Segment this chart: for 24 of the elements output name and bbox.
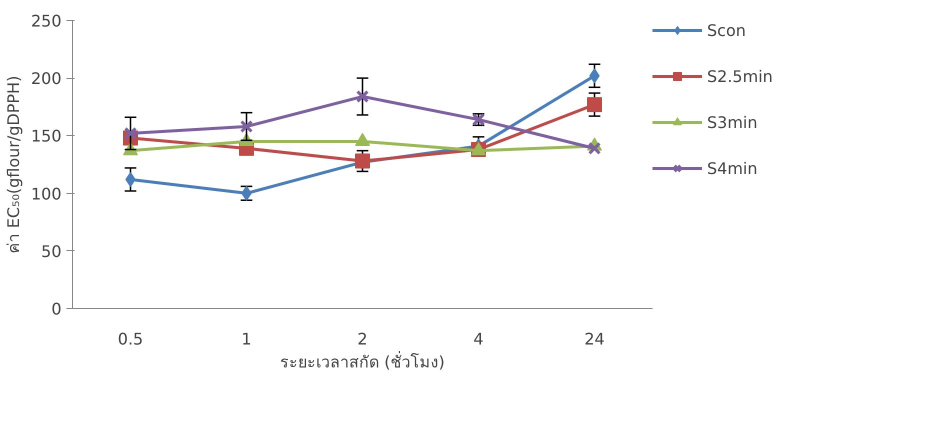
y-tick-label: 0 [51, 300, 62, 318]
point [124, 126, 137, 140]
y-tick-label: 50 [41, 242, 62, 261]
point [125, 172, 136, 187]
y-tick-label: 100 [30, 184, 62, 204]
x-tick-label: 1 [241, 330, 252, 348]
point [587, 97, 602, 112]
y-tick-label: 250 [30, 12, 62, 30]
x-tick-label: 0.5 [118, 330, 144, 348]
x-tick-label: 2 [357, 330, 368, 348]
legend-label: S2.5min [707, 66, 773, 86]
point [588, 142, 601, 155]
point [589, 68, 600, 84]
point [356, 90, 369, 103]
x-axis-title: ระยะเวลาสกัด (ชั่วโมง) [280, 350, 445, 372]
point [240, 120, 253, 133]
legend-label: S3min [707, 112, 758, 132]
y-tick-label: 150 [30, 126, 62, 146]
x-tick-label: 4 [473, 330, 484, 348]
legend-label: Scon [707, 20, 746, 40]
x-tick-label: 24 [584, 330, 605, 348]
legend-label: S4min [707, 158, 758, 178]
y-tick-label: 200 [30, 69, 62, 88]
y-axis-title: ค่า EC₅₀(gflour/gDPPH) [4, 76, 23, 254]
